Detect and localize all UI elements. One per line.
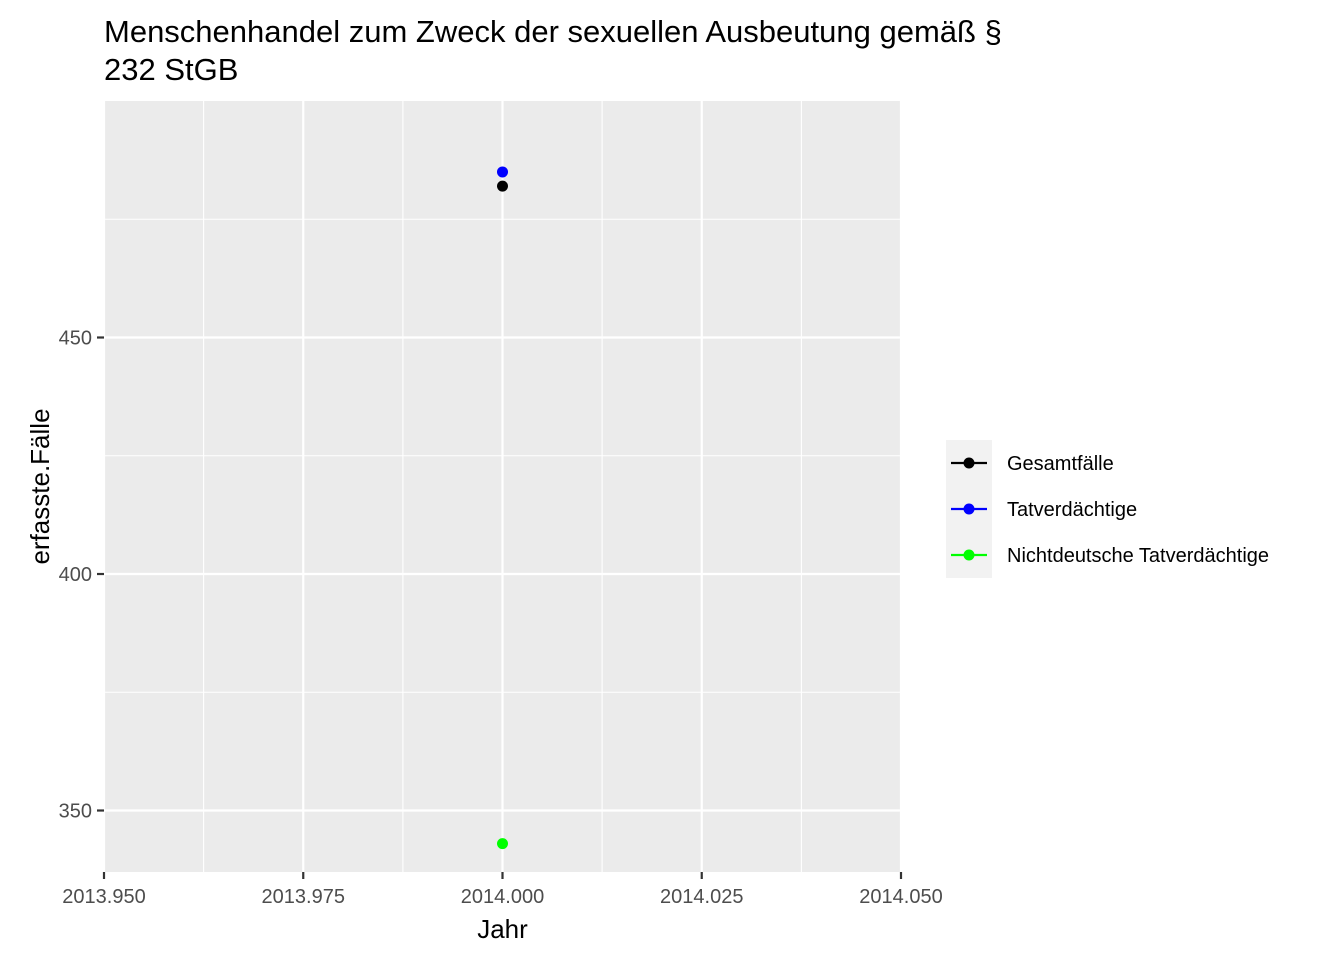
x-tick-label: 2013.950 xyxy=(62,886,145,908)
legend-key-point xyxy=(963,549,975,561)
data-points xyxy=(497,166,508,850)
data-point xyxy=(497,180,508,192)
y-axis: 350 400 450 xyxy=(59,328,104,823)
grid-major xyxy=(102,101,903,872)
x-axis: 2013.950 2013.975 2014.000 2014.025 2014.050 xyxy=(62,872,943,908)
y-tick-label: 400 xyxy=(59,564,92,586)
legend-label: Tatverdächtige xyxy=(1007,499,1137,521)
data-point xyxy=(497,166,508,178)
x-tick-label: 2014.000 xyxy=(461,886,544,908)
y-axis-title: erfasste.Fälle xyxy=(25,408,55,564)
x-axis-title: Jahr xyxy=(477,914,528,944)
chart-title-line-2: 232 StGB xyxy=(104,52,238,87)
legend-key-point xyxy=(963,503,975,515)
legend-label: Gesamtfälle xyxy=(1007,453,1114,475)
legend: Gesamtfälle Tatverdächtige Nichtdeutsche T… xyxy=(946,440,1269,578)
x-tick-label: 2014.050 xyxy=(859,886,942,908)
chart-title-line-1: Menschenhandel zum Zweck der sexuellen A… xyxy=(104,14,1002,49)
legend-label: Nichtdeutsche Tatverdächtige xyxy=(1007,545,1269,567)
y-tick-label: 350 xyxy=(59,801,92,823)
legend-key-point xyxy=(963,457,975,469)
x-tick-label: 2014.025 xyxy=(660,886,743,908)
y-tick-label: 450 xyxy=(59,328,92,350)
x-tick-label: 2013.975 xyxy=(262,886,345,908)
chart-title: Menschenhandel zum Zweck der sexuellen A… xyxy=(104,14,1002,87)
data-point xyxy=(497,838,508,850)
